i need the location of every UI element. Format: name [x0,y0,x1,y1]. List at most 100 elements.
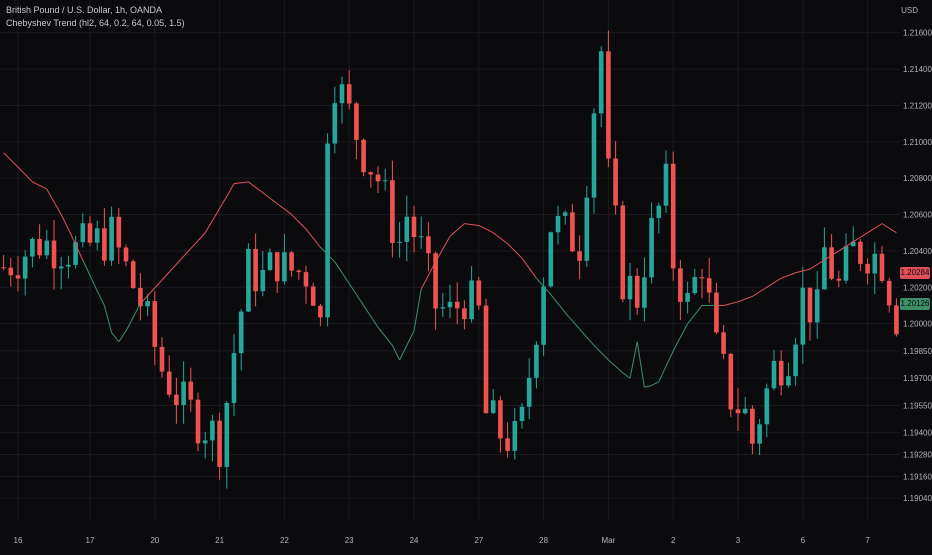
y-tick-label: 1.21200 [903,101,932,110]
trend-segment [420,261,437,290]
candle-body [771,360,777,389]
candle-body [512,421,518,451]
candle-body [692,277,698,294]
candle-body [217,420,222,467]
candle-body [886,280,892,306]
candle-body [354,103,359,140]
candle-body [721,332,726,354]
candle-body [778,360,784,386]
candle-body [490,400,496,414]
candle-body [289,252,294,271]
trend-segment [233,181,249,185]
candle-body [656,205,662,218]
trend-segment [593,345,609,361]
candle-body [634,275,640,308]
y-tick-label: 1.21000 [903,138,932,147]
candle-body [109,216,114,261]
candle-body [116,216,122,248]
candle-body [865,263,870,274]
candles [1,30,899,489]
y-tick-label: 1.21400 [903,65,932,74]
candle-body [418,236,424,238]
candle-body [894,305,899,335]
y-tick-label: 1.20200 [903,283,932,292]
x-tick-label: Mar [602,536,616,545]
candle-body [339,84,345,104]
candle-body [382,180,388,182]
candle-body [627,275,633,300]
candle-body [685,293,690,302]
candle-body [548,232,554,287]
candle-body [454,301,460,309]
candle-body [80,223,86,243]
candle-body [526,377,532,407]
symbol-title: British Pound / U.S. Dollar, 1h, OANDA [6,5,163,15]
trend-segment [391,345,401,361]
candle-body [462,308,467,320]
y-tick-label: 1.20600 [903,211,932,220]
candle-body [87,223,93,243]
candle-body [332,103,338,144]
candle-body [814,289,820,323]
candle-body [562,212,568,216]
candle-body [649,217,654,278]
x-tick-label: 6 [801,536,806,545]
candle-body [181,381,186,406]
candle-body [346,84,352,104]
candle-body [591,113,597,198]
candle-body [843,246,849,281]
trend-segment [867,223,883,234]
indicator-title: Chebyshev Trend (hl2, 64, 0.2, 64, 0.05,… [6,18,185,28]
trend-segment [579,328,595,346]
candle-body [58,266,64,269]
candle-body [210,420,215,441]
trend-segment [723,301,739,306]
candle-body [476,280,482,306]
candle-body [714,292,719,333]
candle-body [620,205,626,300]
trend-segment [291,214,307,230]
candle-body [152,301,158,347]
x-tick-label: 17 [86,536,95,545]
candle-body [606,51,611,159]
x-tick-label: 3 [736,536,741,545]
candle-body [541,286,546,345]
trend-segment [60,214,69,230]
candle-body [411,216,417,238]
trend-segment [622,372,631,379]
candle-body [15,275,21,279]
candle-body [145,301,150,307]
candle-body [260,270,266,292]
candle-body [130,261,136,288]
trend-segment [103,305,113,333]
trend-segment [435,236,451,263]
candle-body [447,301,453,308]
candle-body [699,277,705,279]
candle-body [404,216,410,242]
candle-body [800,287,806,345]
trend-segment [377,326,393,346]
candle-body [310,286,316,306]
trend-line [3,152,897,388]
trend-segment [629,341,638,379]
candle-body [66,264,71,267]
trend-segment [795,268,811,274]
x-tick-label: 23 [345,536,354,545]
trend-segment [766,277,782,288]
candle-body [670,163,676,269]
candle-body [678,268,683,302]
candle-body [397,241,402,243]
trend-segment [3,152,19,168]
candle-body [728,353,734,410]
candle-body [303,272,309,287]
trend-segment [737,295,753,303]
candle-body [577,251,582,261]
trend-segment [183,232,206,257]
candle-body [30,238,35,257]
trend-segment [507,243,523,259]
candle-body [483,305,489,414]
y-tick-label: 1.19700 [903,374,932,383]
